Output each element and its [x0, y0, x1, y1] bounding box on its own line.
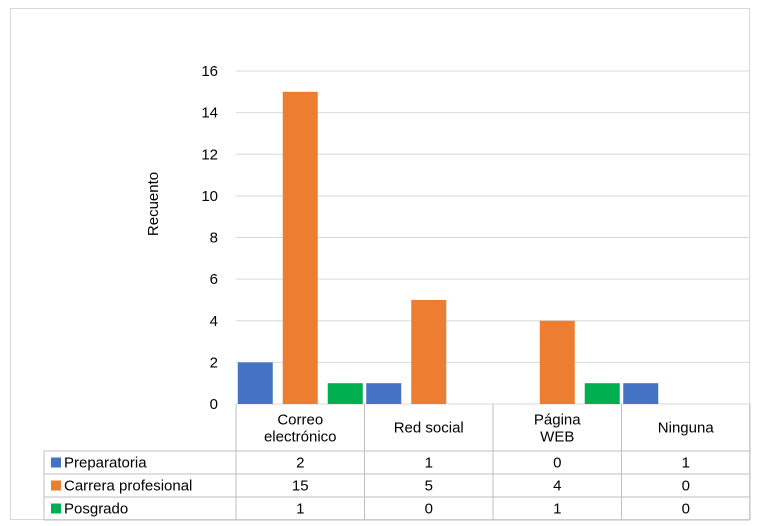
table-value: 1 [425, 455, 433, 472]
category-label: Ninguna [658, 420, 715, 437]
bar [282, 91, 318, 404]
legend-key [51, 480, 61, 491]
y-tick-label: 4 [210, 313, 218, 330]
legend-key [51, 503, 61, 514]
table-value: 4 [553, 478, 561, 495]
y-tick-label: 2 [210, 354, 218, 371]
table-value: 0 [682, 478, 690, 495]
bar [623, 383, 659, 404]
category-label: WEB [540, 429, 574, 446]
table-value: 5 [425, 478, 433, 495]
bar [237, 362, 273, 404]
y-axis: 0 2 4 6 8 10 12 14 16 [201, 63, 218, 413]
y-tick-label: 12 [201, 146, 218, 163]
gridlines [236, 70, 750, 405]
table-value: 1 [682, 455, 690, 472]
series-name: Carrera profesional [64, 478, 192, 495]
bar [366, 383, 402, 404]
table-value: 0 [682, 501, 690, 518]
y-tick-label: 16 [201, 63, 218, 80]
table-value: 1 [296, 501, 304, 518]
category-label: Página [534, 412, 581, 429]
table-value: 0 [553, 455, 561, 472]
y-tick-label: 14 [201, 105, 218, 122]
bars [237, 91, 659, 404]
bar [327, 383, 363, 404]
bar [411, 299, 447, 404]
chart-frame [10, 8, 750, 520]
table-value: 15 [292, 478, 309, 495]
category-label: Correo [277, 412, 323, 429]
series-name: Preparatoria [64, 455, 147, 472]
table-value: 1 [553, 501, 561, 518]
bar [539, 320, 575, 404]
category-label: electrónico [264, 429, 337, 446]
y-tick-label: 8 [210, 230, 218, 247]
y-tick-label: 0 [210, 396, 218, 413]
table-value: 2 [296, 455, 304, 472]
y-tick-label: 6 [210, 271, 218, 288]
legend-key [51, 457, 61, 468]
bar [584, 383, 620, 404]
table-value: 0 [425, 501, 433, 518]
y-axis-label: Recuento [145, 172, 162, 236]
series-name: Posgrado [64, 501, 128, 518]
y-tick-label: 10 [201, 188, 218, 205]
category-label: Red social [394, 420, 464, 437]
